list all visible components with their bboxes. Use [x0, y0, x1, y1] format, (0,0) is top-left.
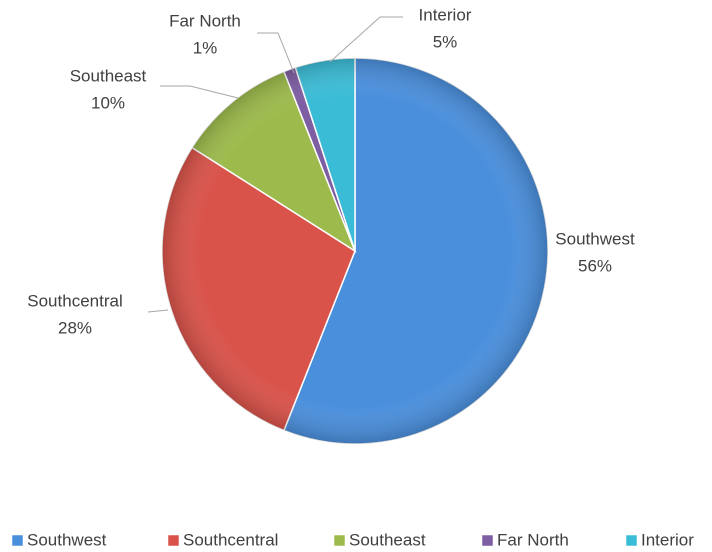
data-label-value: 10% — [91, 93, 125, 112]
legend-swatch — [625, 534, 638, 547]
data-label-name: Interior — [419, 5, 472, 24]
legend-label: Interior — [641, 530, 694, 549]
data-label-value: 28% — [58, 318, 92, 337]
data-label-name: Southwest — [555, 229, 635, 248]
legend-swatch — [11, 534, 24, 547]
legend-swatch — [333, 534, 346, 547]
legend-label: Southeast — [349, 530, 426, 549]
leader-line — [257, 32, 295, 74]
legend-label: Far North — [497, 530, 569, 549]
legend-label: Southcentral — [183, 530, 278, 549]
data-label-name: Southeast — [70, 66, 147, 85]
leader-line — [329, 16, 403, 63]
data-label-name: Southcentral — [27, 291, 122, 310]
legend-swatch — [481, 534, 494, 547]
leader-line — [160, 85, 239, 99]
data-label-value: 5% — [433, 32, 458, 51]
data-label-name: Far North — [169, 11, 241, 30]
data-label-value: 56% — [578, 256, 612, 275]
data-label-value: 1% — [193, 38, 218, 57]
legend-label: Southwest — [27, 530, 107, 549]
legend-swatch — [167, 534, 180, 547]
pie — [161, 57, 549, 445]
leader-line — [147, 309, 169, 313]
